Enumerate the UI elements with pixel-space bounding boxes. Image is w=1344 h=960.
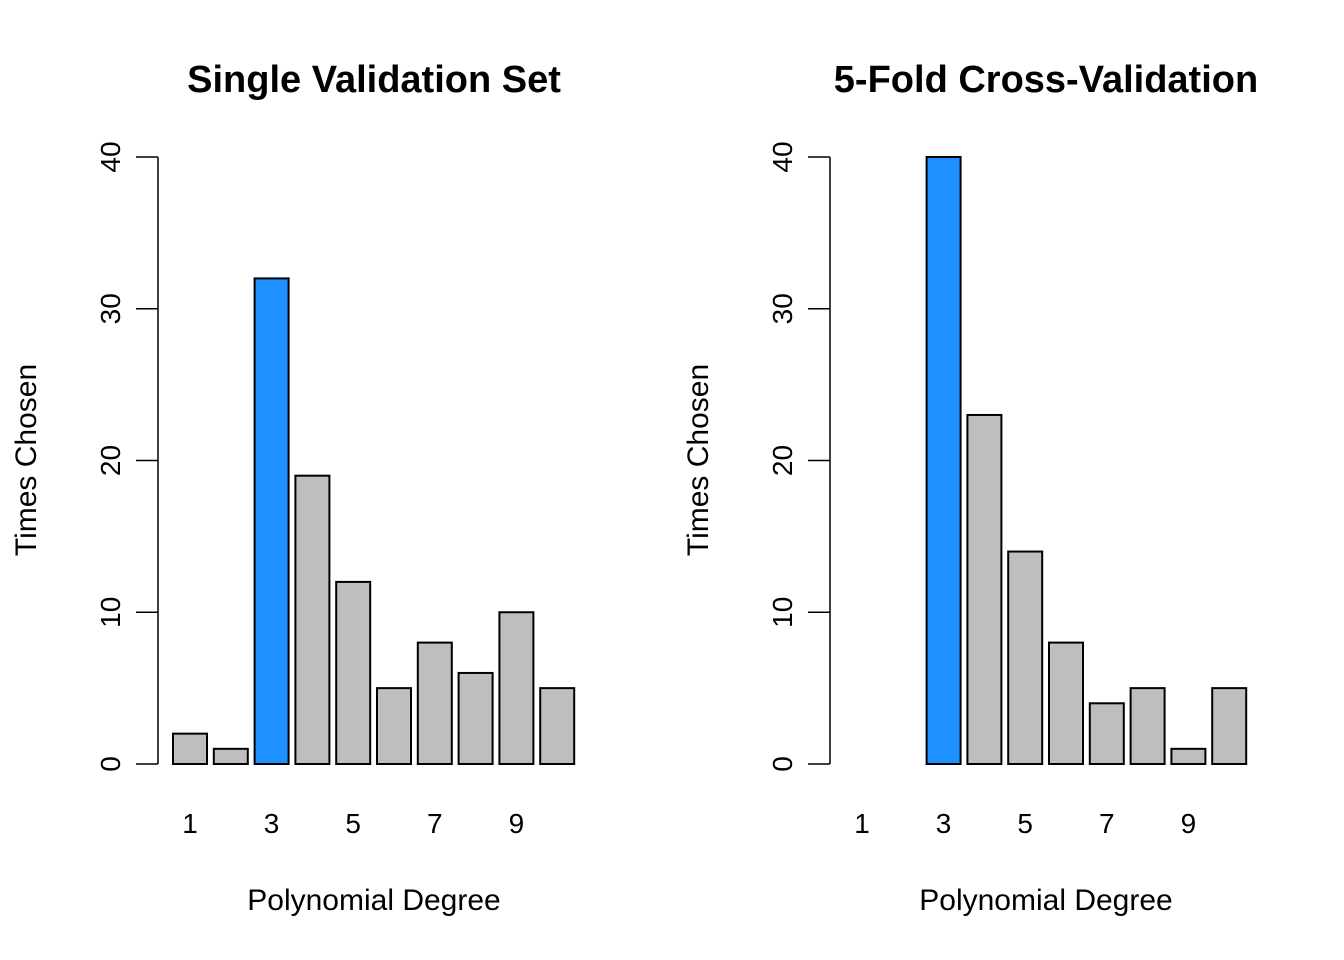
y-axis-label: Times Chosen	[10, 364, 43, 556]
y-tick-label: 20	[95, 445, 126, 476]
bars	[172, 277, 576, 766]
bar-degree-10	[1211, 687, 1248, 765]
y-tick-label: 0	[767, 756, 798, 772]
bar-degree-6	[1048, 641, 1084, 765]
y-tick-label: 0	[95, 756, 126, 772]
x-tick-label: 1	[854, 808, 870, 839]
x-axis-label: Polynomial Degree	[247, 884, 500, 917]
x-tick-label: 7	[427, 808, 443, 839]
x-tick-label: 1	[182, 808, 198, 839]
bar-degree-6	[376, 687, 412, 765]
y-axis-label: Times Chosen	[682, 364, 715, 556]
panel-5-fold-cv: 5-Fold Cross-Validation Polynomial Degre…	[682, 59, 1258, 917]
chart-title: Single Validation Set	[187, 59, 561, 101]
y-tick-label: 30	[95, 293, 126, 324]
y-tick-label: 40	[95, 141, 126, 172]
x-axis-ticks: 1 3 5 7 9	[854, 808, 1196, 839]
y-tick-label: 10	[95, 597, 126, 628]
x-tick-label: 7	[1099, 808, 1115, 839]
bar-degree-2	[212, 747, 249, 766]
bar-degree-5	[1007, 550, 1044, 765]
bar-degree-10	[539, 687, 576, 765]
bar-degree-8	[457, 671, 494, 766]
bar-degree-4	[966, 413, 1003, 765]
x-tick-label: 9	[509, 808, 525, 839]
y-tick-label: 40	[767, 141, 798, 172]
y-axis: 0 10 20 30 40	[95, 141, 159, 772]
bar-degree-9	[1170, 747, 1207, 766]
x-tick-label: 3	[936, 808, 952, 839]
bar-degree-3	[253, 277, 290, 765]
x-axis-label: Polynomial Degree	[919, 884, 1172, 917]
bar-degree-7	[416, 641, 453, 765]
chart-title: 5-Fold Cross-Validation	[834, 59, 1258, 101]
bar-degree-4	[294, 474, 331, 765]
bars	[925, 156, 1248, 766]
bar-degree-1	[172, 732, 208, 766]
y-tick-label: 20	[767, 445, 798, 476]
x-tick-label: 3	[264, 808, 280, 839]
bar-degree-7	[1088, 702, 1125, 765]
x-axis-ticks: 1 3 5 7 9	[182, 808, 524, 839]
y-axis: 0 10 20 30 40	[767, 141, 831, 772]
y-tick-label: 30	[767, 293, 798, 324]
panel-single-validation: Single Validation Set Polynomial Degree …	[10, 59, 576, 917]
x-tick-label: 9	[1181, 808, 1197, 839]
x-tick-label: 5	[345, 808, 361, 839]
bar-degree-3	[925, 156, 962, 765]
bar-degree-9	[498, 611, 535, 765]
bar-degree-5	[335, 580, 372, 766]
bar-degree-8	[1129, 687, 1166, 765]
y-tick-label: 10	[767, 597, 798, 628]
x-tick-label: 5	[1017, 808, 1033, 839]
